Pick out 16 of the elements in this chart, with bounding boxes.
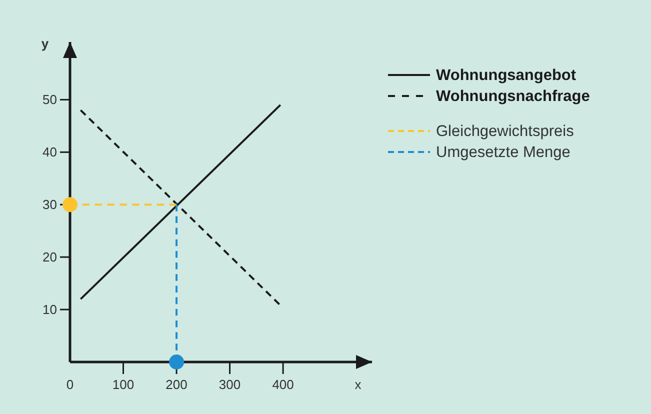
legend-label: Wohnungsangebot (436, 67, 576, 84)
y-tick-label: 20 (42, 250, 57, 265)
x-tick-label: 100 (112, 377, 134, 392)
x-axis-title: x (354, 377, 362, 392)
x-tick-label: 0 (66, 377, 74, 392)
legend-label: Gleichgewichtspreis (436, 123, 574, 140)
legend-label: Umgesetzte Menge (436, 144, 570, 161)
y-tick-label: 10 (42, 302, 57, 318)
x-tick-label: 300 (218, 377, 241, 392)
y-tick-label: 30 (42, 197, 57, 212)
x-tick-label: 200 (166, 377, 188, 392)
y-tick-label: 40 (42, 144, 57, 160)
y-axis-title: y (41, 36, 50, 51)
x-tick-label: 400 (272, 377, 294, 392)
y-tick-label: 50 (42, 92, 57, 108)
legend-label: Wohnungsnachfrage (436, 88, 590, 105)
